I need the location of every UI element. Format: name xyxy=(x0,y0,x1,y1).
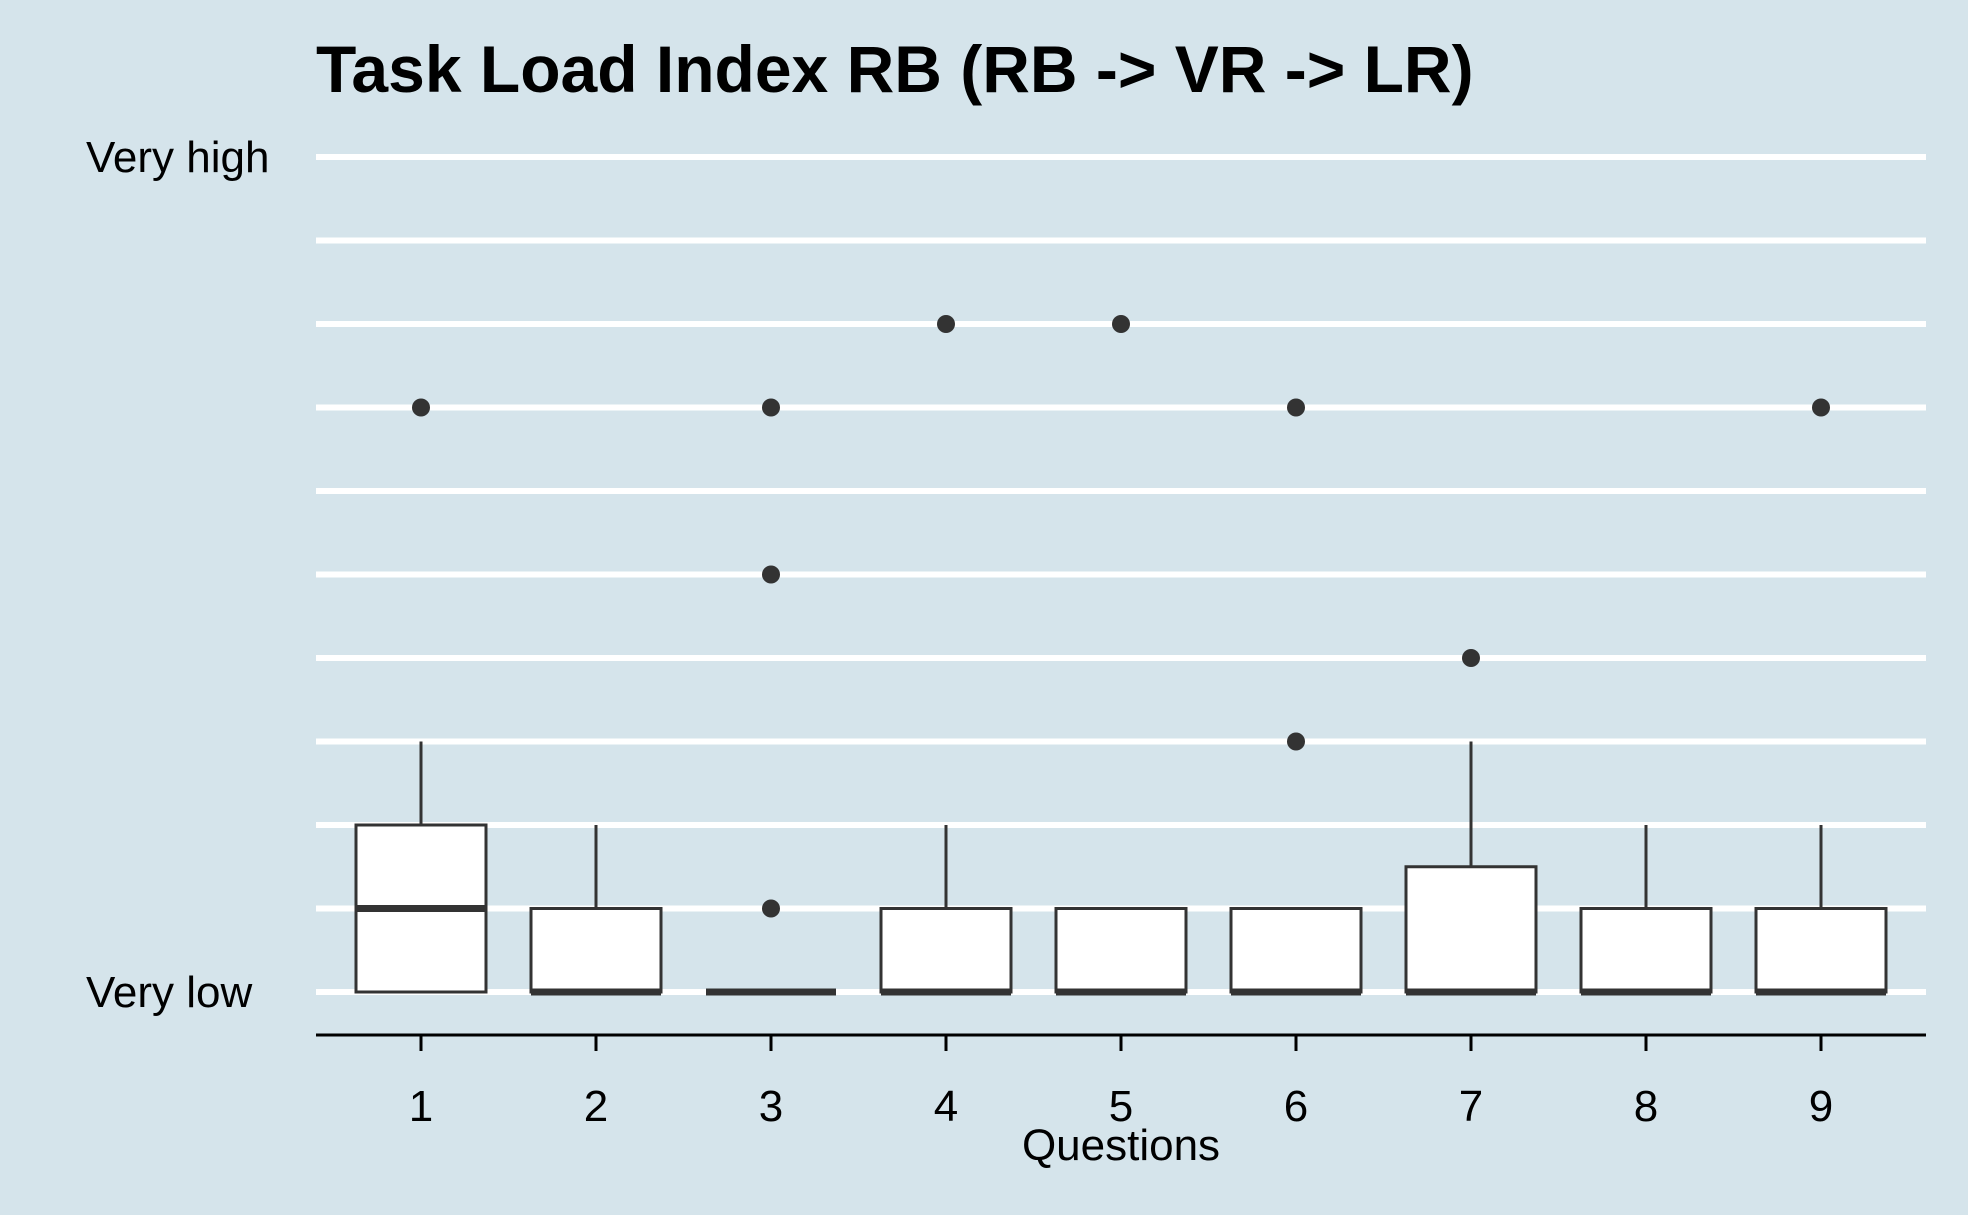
box-body xyxy=(1054,907,1188,994)
outlier-point xyxy=(762,565,780,584)
x-tick-label: 6 xyxy=(1284,1082,1308,1131)
box-2 xyxy=(529,825,663,996)
box-3 xyxy=(706,398,836,996)
x-axis: 1 2 3 4 5 6 7 8 9 xyxy=(316,1033,1926,1131)
x-tick-label: 3 xyxy=(759,1082,783,1131)
outlier-point xyxy=(1287,732,1305,751)
box-9 xyxy=(1754,398,1888,996)
y-axis-labels: Very high Very low xyxy=(86,133,269,1017)
x-tick-label: 9 xyxy=(1809,1082,1833,1131)
chart-title: Task Load Index RB (RB -> VR -> LR) xyxy=(316,32,1474,106)
box-body xyxy=(1404,865,1538,994)
outlier-point xyxy=(1462,649,1480,667)
outlier-point xyxy=(762,899,780,918)
x-tick-label: 4 xyxy=(934,1082,958,1131)
box-4 xyxy=(879,315,1013,996)
y-tick-label: Very low xyxy=(86,968,253,1017)
x-tick-label: 7 xyxy=(1459,1082,1483,1131)
outlier-point xyxy=(937,315,955,333)
y-tick-label: Very high xyxy=(86,133,269,182)
box-body xyxy=(1579,907,1713,994)
box-1 xyxy=(354,398,488,994)
outlier-point xyxy=(1112,315,1130,333)
outlier-point xyxy=(762,398,780,417)
x-tick-label: 8 xyxy=(1634,1082,1658,1131)
x-tick-label: 1 xyxy=(409,1082,433,1131)
box-body xyxy=(1229,907,1363,994)
outlier-point xyxy=(1812,398,1830,417)
box-body xyxy=(529,907,663,994)
box-8 xyxy=(1579,825,1713,996)
gridlines xyxy=(316,154,1926,995)
box-series xyxy=(354,315,1888,996)
x-tick-label: 5 xyxy=(1109,1082,1133,1131)
outlier-point xyxy=(1287,398,1305,417)
box-6 xyxy=(1229,398,1363,996)
x-tick-label: 2 xyxy=(584,1082,608,1131)
box-body xyxy=(879,907,1013,994)
box-5 xyxy=(1054,315,1188,996)
box-body xyxy=(1754,907,1888,994)
x-axis-title: Questions xyxy=(1022,1121,1220,1170)
outlier-point xyxy=(412,398,430,417)
box-7 xyxy=(1404,649,1538,996)
